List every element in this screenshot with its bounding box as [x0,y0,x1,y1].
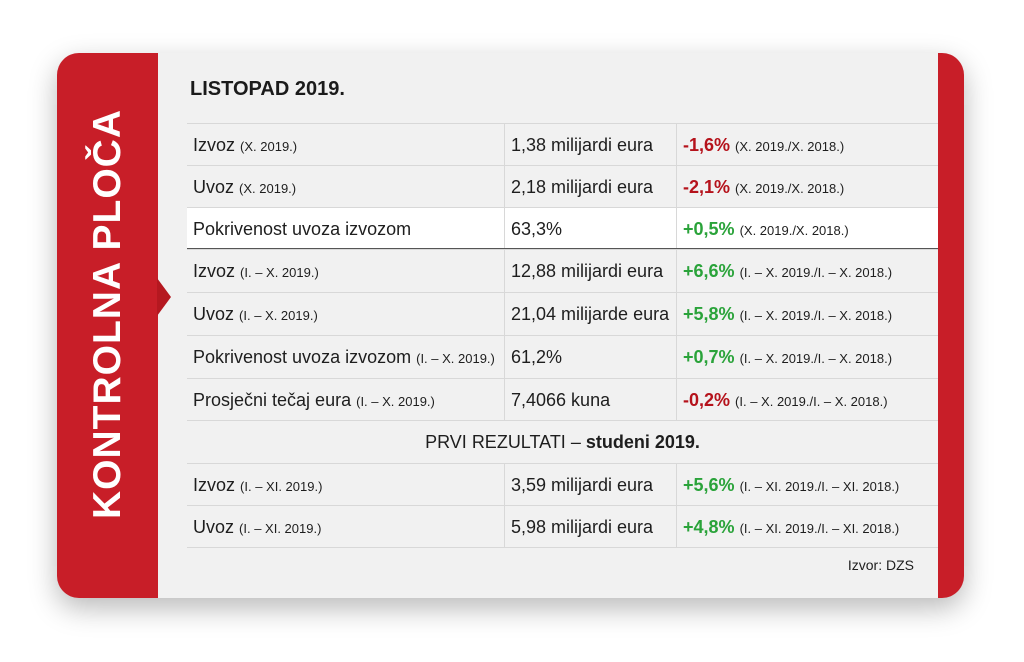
column-divider [504,336,505,378]
row-label-note: (I. – X. 2019.) [240,265,319,280]
row-label-note: (I. – X. 2019.) [416,351,495,366]
column-divider [676,166,677,208]
row-change-note: (I. – XI. 2019./I. – XI. 2018.) [739,479,900,494]
row-change: +5,6% [683,475,735,495]
column-divider [504,506,505,548]
data-panel: LISTOPAD 2019. Izvoz (X. 2019.) 1,38 mili… [158,53,938,598]
row-value: 5,98 milijardi eura [511,517,654,537]
row-label: Izvoz [193,261,236,281]
column-divider [676,379,677,421]
row-change: +4,8% [683,517,735,537]
column-divider [504,379,505,421]
row-change-cell: -1,6% (X. 2019./X. 2018.) [683,135,844,156]
row-label-cell: Pokrivenost uvoza izvozom [193,219,411,240]
subheading-bold: studeni 2019. [585,432,700,452]
row-change-cell: +4,8% (I. – XI. 2019./I. – XI. 2018.) [683,517,899,538]
table-bottom-line [187,547,938,548]
column-divider [504,464,505,506]
row-change: -1,6% [683,135,731,155]
row-value: 61,2% [511,347,563,367]
row-value: 1,38 milijardi eura [511,135,654,155]
row-change-note: (X. 2019./X. 2018.) [735,139,845,154]
row-label-cell: Uvoz (I. – X. 2019.) [193,304,318,325]
row-label-cell: Pokrivenost uvoza izvozom (I. – X. 2019.… [193,347,495,368]
side-title: KONTROLNA PLOČA [86,108,129,520]
column-divider [676,336,677,378]
row-change-cell: +6,6% (I. – X. 2019./I. – X. 2018.) [683,261,892,282]
column-divider [504,293,505,335]
row-change-cell: +0,5% (X. 2019./X. 2018.) [683,219,849,240]
row-value: 7,4066 kuna [511,390,611,410]
row-label-note: (I. – XI. 2019.) [240,479,323,494]
row-label: Prosječni tečaj eura [193,390,352,410]
table-row: Prosječni tečaj eura (I. – X. 2019.) 7,40… [187,378,938,421]
row-label: Uvoz [193,517,235,537]
row-change: +0,7% [683,347,735,367]
column-divider [676,464,677,506]
table-row: Uvoz (X. 2019.) 2,18 milijardi eura -2,1% … [187,165,938,208]
column-divider [504,208,505,250]
row-change-cell: +0,7% (I. – X. 2019./I. – X. 2018.) [683,347,892,368]
row-value: 12,88 milijardi eura [511,261,664,281]
row-label: Uvoz [193,177,235,197]
column-divider [676,506,677,548]
row-change-note: (I. – X. 2019./I. – X. 2018.) [739,351,893,366]
subheading: PRVI REZULTATI – studeni 2019. [187,420,938,463]
row-change-cell: +5,6% (I. – XI. 2019./I. – XI. 2018.) [683,475,899,496]
row-label-cell: Izvoz (X. 2019.) [193,135,297,156]
column-divider [676,208,677,250]
row-label-note: (X. 2019.) [239,181,297,196]
row-change: -0,2% [683,390,731,410]
table-row: Uvoz (I. – X. 2019.) 21,04 milijarde eura… [187,292,938,335]
row-label: Izvoz [193,475,236,495]
table-row: Pokrivenost uvoza izvozom 63,3% +0,5% (X.… [187,207,938,250]
row-label-cell: Uvoz (X. 2019.) [193,177,296,198]
table-row: Izvoz (I. – XI. 2019.) 3,59 milijardi eur… [187,463,938,506]
row-change-note: (X. 2019./X. 2018.) [739,223,849,238]
row-change-note: (I. – X. 2019./I. – X. 2018.) [739,265,893,280]
row-value: 2,18 milijardi eura [511,177,654,197]
row-label: Izvoz [193,135,236,155]
table-row: Izvoz (X. 2019.) 1,38 milijardi eura -1,6%… [187,123,938,166]
row-label-note: (X. 2019.) [240,139,298,154]
row-change: +0,5% [683,219,735,239]
row-label-cell: Uvoz (I. – XI. 2019.) [193,517,321,538]
section-divider [187,248,938,249]
row-change-cell: -0,2% (I. – X. 2019./I. – X. 2018.) [683,390,888,411]
row-label-cell: Izvoz (I. – X. 2019.) [193,261,319,282]
column-divider [676,124,677,166]
row-change-note: (X. 2019./X. 2018.) [735,181,845,196]
table-row: Izvoz (I. – X. 2019.) 12,88 milijardi eur… [187,249,938,292]
row-change: +6,6% [683,261,735,281]
row-value: 63,3% [511,219,563,239]
column-divider [504,250,505,292]
row-label: Uvoz [193,304,235,324]
row-label-cell: Izvoz (I. – XI. 2019.) [193,475,322,496]
subheading-prefix: PRVI REZULTATI – [425,432,586,452]
row-change-note: (I. – XI. 2019./I. – XI. 2018.) [739,521,900,536]
row-label: Pokrivenost uvoza izvozom [193,219,412,239]
row-change-note: (I. – X. 2019./I. – X. 2018.) [735,394,888,409]
row-change-cell: -2,1% (X. 2019./X. 2018.) [683,177,844,198]
column-divider [504,124,505,166]
period-title: LISTOPAD 2019. [190,78,345,100]
row-label-note: (I. – X. 2019.) [239,308,318,323]
row-change-note: (I. – X. 2019./I. – X. 2018.) [739,308,893,323]
table-row: Pokrivenost uvoza izvozom (I. – X. 2019.… [187,335,938,378]
source-note: Izvor: DZS [847,557,914,573]
row-change: +5,8% [683,304,735,324]
row-value: 3,59 milijardi eura [511,475,654,495]
row-label: Pokrivenost uvoza izvozom [193,347,412,367]
row-change: -2,1% [683,177,731,197]
row-value: 21,04 milijarde eura [511,304,670,324]
column-divider [676,250,677,292]
row-change-cell: +5,8% (I. – X. 2019./I. – X. 2018.) [683,304,892,325]
column-divider [676,293,677,335]
row-label-cell: Prosječni tečaj eura (I. – X. 2019.) [193,390,435,411]
column-divider [504,166,505,208]
table-row: Uvoz (I. – XI. 2019.) 5,98 milijardi eura… [187,505,938,548]
row-label-note: (I. – X. 2019.) [356,394,435,409]
panel-pointer [157,278,171,316]
row-label-note: (I. – XI. 2019.) [239,521,322,536]
